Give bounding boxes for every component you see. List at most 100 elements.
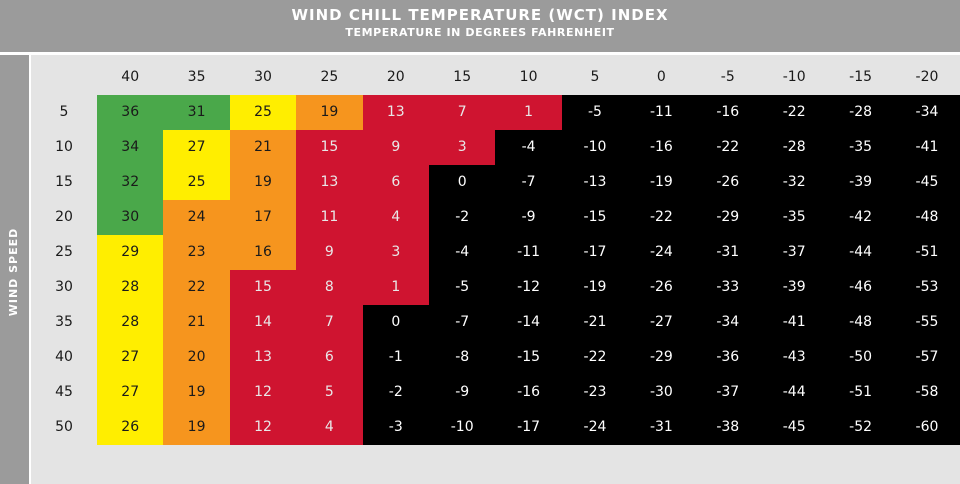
wind-chill-cell: 12 bbox=[229, 410, 297, 445]
wind-speed-label: 20 bbox=[55, 209, 73, 225]
wind-chill-cell: -41 bbox=[761, 305, 828, 340]
wind-chill-cell: 6 bbox=[296, 340, 363, 375]
wind-chill-cell: -58 bbox=[893, 375, 960, 410]
wind-chill-cell: -32 bbox=[761, 165, 828, 200]
wind-chill-cell: -23 bbox=[561, 375, 629, 410]
wind-speed-label: 50 bbox=[55, 419, 73, 435]
wind-chill-cell: -45 bbox=[761, 410, 828, 445]
wind-chill-cell: -17 bbox=[561, 235, 629, 270]
wind-chill-cell: -60 bbox=[893, 410, 960, 445]
wind-chill-cell: -44 bbox=[827, 235, 894, 270]
wind-chill-cell: -16 bbox=[694, 95, 761, 130]
wind-chill-cell: 17 bbox=[229, 200, 297, 235]
wind-chill-cell: -35 bbox=[761, 200, 828, 235]
temperature-header: 35 bbox=[187, 69, 206, 85]
wind-chill-cell: 0 bbox=[362, 305, 429, 340]
wind-chill-cell: 36 bbox=[97, 95, 164, 130]
wind-chill-cell: 7 bbox=[429, 95, 496, 130]
wind-chill-cell: -15 bbox=[561, 200, 629, 235]
wind-chill-cell: -55 bbox=[893, 305, 960, 340]
wind-chill-cell: -24 bbox=[561, 410, 629, 445]
wind-chill-cell: 24 bbox=[163, 200, 230, 235]
wind-chill-cell: -31 bbox=[694, 235, 761, 270]
wind-chill-cell: -19 bbox=[561, 270, 629, 305]
wind-chill-cell: -39 bbox=[761, 270, 828, 305]
wind-chill-cell: -8 bbox=[429, 340, 496, 375]
temperature-header: 20 bbox=[386, 69, 405, 85]
wind-chill-cell: 1 bbox=[362, 270, 429, 305]
wind-chill-cell: -48 bbox=[827, 305, 894, 340]
wind-chill-cell: -37 bbox=[761, 235, 828, 270]
wind-chill-cell: -7 bbox=[429, 305, 496, 340]
wind-chill-cell: -29 bbox=[628, 340, 695, 375]
wind-chill-cell: -28 bbox=[761, 130, 828, 165]
wind-speed-label: 15 bbox=[55, 174, 73, 190]
wind-chill-cell: 19 bbox=[229, 165, 297, 200]
wind-chill-cell: 27 bbox=[97, 340, 164, 375]
wind-speed-axis-label: WIND SPEED bbox=[7, 227, 20, 317]
wind-chill-cell: -36 bbox=[694, 340, 761, 375]
wind-chill-cell: -2 bbox=[429, 200, 496, 235]
wind-chill-cell: 20 bbox=[163, 340, 230, 375]
wind-chill-cell: -28 bbox=[827, 95, 894, 130]
wind-chill-cell: -38 bbox=[694, 410, 761, 445]
wind-speed-label: 45 bbox=[55, 384, 73, 400]
wind-chill-cell: -51 bbox=[827, 375, 894, 410]
wind-chill-cell: 0 bbox=[429, 165, 496, 200]
wind-chill-cell: 9 bbox=[362, 130, 429, 165]
wind-chill-cell: 19 bbox=[163, 375, 230, 410]
wind-speed-axis-band bbox=[0, 55, 29, 484]
temperature-header: 15 bbox=[453, 69, 472, 85]
wind-chill-cell: 19 bbox=[296, 95, 363, 130]
wind-chill-cell: 25 bbox=[163, 165, 230, 200]
wind-chill-cell: -22 bbox=[561, 340, 629, 375]
wind-chill-cell: 30 bbox=[97, 200, 164, 235]
wind-chill-cell: 11 bbox=[296, 200, 363, 235]
wind-chill-cell: 31 bbox=[163, 95, 230, 130]
wind-chill-cell: -22 bbox=[694, 130, 761, 165]
wind-chill-cell: -51 bbox=[893, 235, 960, 270]
wind-chill-cell: 5 bbox=[296, 375, 363, 410]
wind-chill-cell: 14 bbox=[229, 305, 297, 340]
wind-chill-cell: -33 bbox=[694, 270, 761, 305]
wind-chill-cell: -22 bbox=[628, 200, 695, 235]
wind-chill-cell: -44 bbox=[761, 375, 828, 410]
wind-chill-cell: 16 bbox=[229, 235, 297, 270]
wind-speed-label: 10 bbox=[55, 139, 73, 155]
chart-title: WIND CHILL TEMPERATURE (WCT) INDEX bbox=[291, 6, 669, 24]
wind-chill-cell: 13 bbox=[362, 95, 429, 130]
chart-header: WIND CHILL TEMPERATURE (WCT) INDEX TEMPE… bbox=[0, 0, 960, 52]
wind-chill-cell: 4 bbox=[362, 200, 429, 235]
wind-chill-cell: 7 bbox=[296, 305, 363, 340]
wind-chill-cell: 4 bbox=[296, 410, 363, 445]
wind-chill-cell: -53 bbox=[893, 270, 960, 305]
wind-chill-cell: -4 bbox=[495, 130, 562, 165]
wind-chill-cell: -16 bbox=[495, 375, 562, 410]
wind-chill-cell: -57 bbox=[893, 340, 960, 375]
temperature-header: 10 bbox=[519, 69, 538, 85]
wind-chill-cell: 23 bbox=[163, 235, 230, 270]
wind-chill-cell: -52 bbox=[827, 410, 894, 445]
wind-chill-cell: 15 bbox=[229, 270, 297, 305]
wind-chill-cell: 13 bbox=[296, 165, 363, 200]
wind-chill-cell: -5 bbox=[561, 95, 629, 130]
wind-chill-cell: -7 bbox=[495, 165, 562, 200]
wind-chill-cell: -2 bbox=[362, 375, 429, 410]
wind-chill-cell: -50 bbox=[827, 340, 894, 375]
wind-chill-cell: 3 bbox=[362, 235, 429, 270]
chart-subtitle: TEMPERATURE IN DEGREES FAHRENHEIT bbox=[345, 26, 615, 39]
temperature-header: 5 bbox=[590, 69, 600, 85]
wind-chill-cell: -42 bbox=[827, 200, 894, 235]
wind-chill-cell: -41 bbox=[893, 130, 960, 165]
wind-chill-cell: -3 bbox=[362, 410, 429, 445]
wind-speed-label: 25 bbox=[55, 244, 73, 260]
wind-chill-cell: 13 bbox=[229, 340, 297, 375]
temperature-header: -15 bbox=[849, 69, 873, 85]
wind-chill-cell: 8 bbox=[296, 270, 363, 305]
wind-chill-cell: -17 bbox=[495, 410, 562, 445]
wind-chill-cell: 27 bbox=[97, 375, 164, 410]
wind-chill-cell: -34 bbox=[694, 305, 761, 340]
wind-chill-cell: -29 bbox=[694, 200, 761, 235]
wind-chill-cell: -14 bbox=[495, 305, 562, 340]
temperature-header: 30 bbox=[254, 69, 272, 85]
